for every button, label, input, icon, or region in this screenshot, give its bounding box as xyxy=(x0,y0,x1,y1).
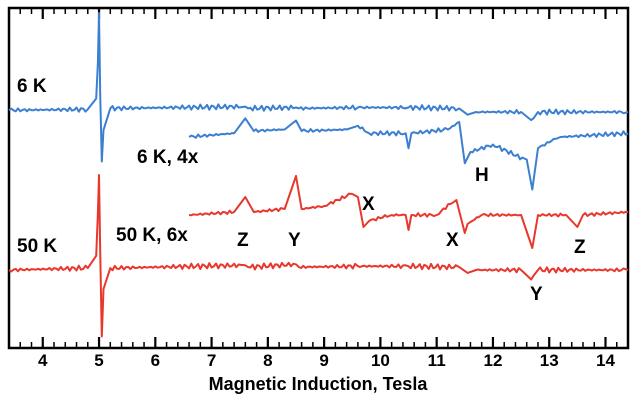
peak-label-z-left: Z xyxy=(237,230,249,251)
x-tick-label: 4 xyxy=(38,351,48,370)
x-axis-ticks xyxy=(8,8,629,348)
peak-label-y-right: Y xyxy=(530,284,543,305)
x-tick-label: 5 xyxy=(94,351,103,370)
label-6k-4x: 6 K, 4x xyxy=(137,147,199,168)
peak-label-y-left: Y xyxy=(288,230,301,251)
spectrum-traces xyxy=(8,12,629,338)
x-tick-label: 8 xyxy=(263,351,272,370)
x-tick-label: 9 xyxy=(319,351,328,370)
series-line-50-k-6x xyxy=(188,175,628,249)
peak-label-h: H xyxy=(475,165,489,186)
x-tick-label: 12 xyxy=(483,351,502,370)
x-tick-label: 11 xyxy=(428,351,446,370)
peak-label-x-right: X xyxy=(446,230,459,251)
label-50k: 50 K xyxy=(17,236,57,257)
label-50k-6x: 50 K, 6x xyxy=(116,225,188,246)
series-line-6-k xyxy=(8,12,629,163)
label-6k: 6 K xyxy=(17,76,47,97)
peak-label-x-left: X xyxy=(362,194,375,215)
x-tick-label: 6 xyxy=(151,351,160,370)
peak-label-z-right: Z xyxy=(574,237,586,258)
x-tick-label: 7 xyxy=(207,351,216,370)
plot-frame xyxy=(7,6,630,350)
x-tick-label: 10 xyxy=(371,351,390,370)
series-line-50-k xyxy=(8,174,629,338)
x-tick-label: 13 xyxy=(540,351,559,370)
x-tick-label: 14 xyxy=(596,351,615,370)
x-axis-tick-labels: 4 5 6 7 8 9 10 11 12 13 14 xyxy=(38,351,615,370)
series-line-6-k-4x xyxy=(188,117,629,191)
x-axis-title: Magnetic Induction, Tesla xyxy=(209,374,429,394)
